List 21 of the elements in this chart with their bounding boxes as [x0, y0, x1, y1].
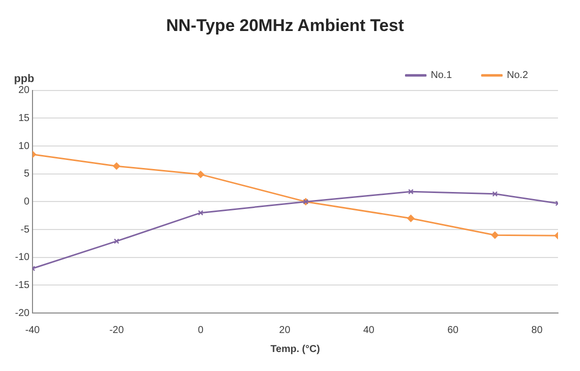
legend-label: No.1 [430, 70, 452, 82]
x-tick-label: -20 [109, 324, 124, 336]
x-tick-label: -40 [25, 324, 40, 336]
y-tick-label: 10 [18, 140, 30, 152]
y-tick-label: 0 [24, 196, 30, 208]
x-tick-label: 20 [279, 324, 291, 336]
y-tick-label: -15 [15, 280, 30, 291]
y-axis-title: ppb [14, 72, 34, 85]
x-tick-label: 40 [363, 324, 375, 336]
y-tick-label: -10 [15, 252, 30, 264]
x-tick-label: 60 [447, 324, 459, 336]
chart-title: NN-Type 20MHz Ambient Test [166, 16, 404, 35]
y-tick-label: 20 [18, 85, 30, 96]
legend-label: No.2 [506, 70, 528, 82]
y-tick-label: -5 [20, 224, 30, 236]
y-tick-label: 5 [24, 168, 30, 180]
y-tick-label: -20 [15, 308, 30, 319]
x-axis-title: Temp. (°C) [270, 344, 320, 355]
x-tick-label: 80 [531, 324, 543, 336]
x-tick-label: 0 [198, 324, 204, 336]
y-tick-label: 15 [18, 112, 30, 124]
